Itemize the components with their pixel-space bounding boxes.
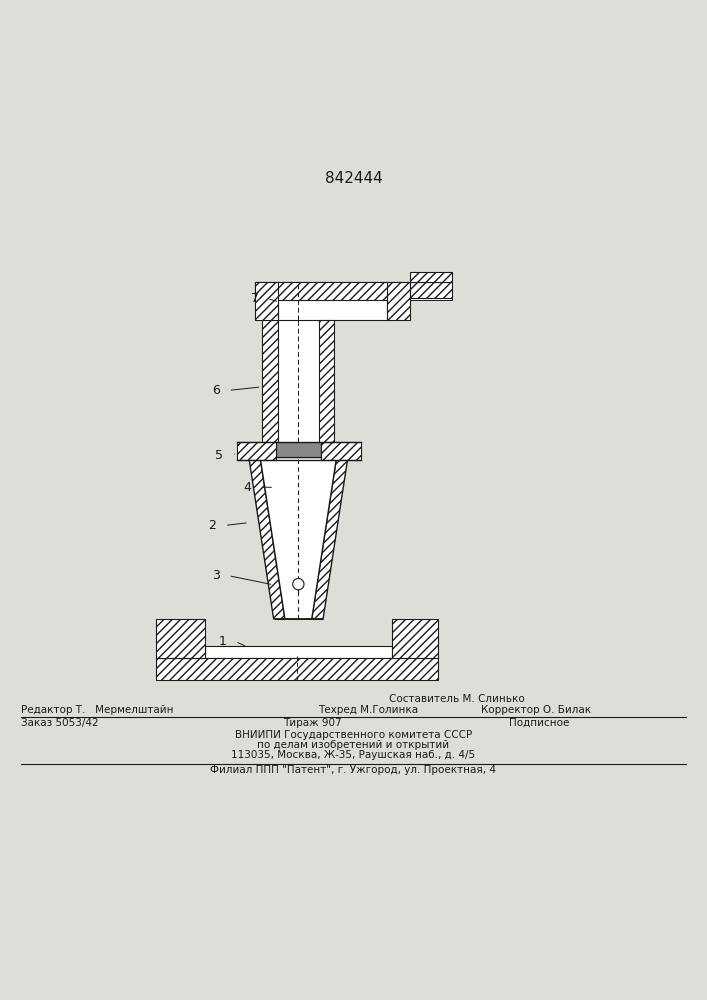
Bar [237, 442, 276, 460]
Bar [410, 298, 452, 300]
Bar [278, 282, 387, 320]
Bar [205, 646, 392, 658]
Bar [387, 282, 410, 320]
Bar [262, 320, 278, 442]
Bar [392, 619, 438, 658]
Bar [255, 282, 278, 320]
Text: 7: 7 [250, 292, 259, 305]
Text: 4: 4 [243, 481, 252, 494]
Text: Филиал ППП "Патент", г. Ужгород, ул. Проектная, 4: Филиал ППП "Патент", г. Ужгород, ул. Про… [211, 765, 496, 775]
Polygon shape [312, 458, 348, 619]
Text: Тираж 907: Тираж 907 [283, 718, 341, 728]
Bar [156, 619, 205, 658]
Text: Подписное: Подписное [509, 718, 569, 728]
Text: Редактор Т.   Мермелштайн: Редактор Т. Мермелштайн [21, 705, 174, 715]
Bar [410, 282, 452, 298]
Text: Техред М.Голинка: Техред М.Голинка [318, 705, 419, 715]
Bar [410, 272, 452, 282]
Bar [278, 320, 319, 442]
Text: 6: 6 [211, 384, 220, 397]
Text: Составитель М. Слинько: Составитель М. Слинько [389, 694, 525, 704]
Polygon shape [260, 458, 337, 619]
Bar [156, 658, 438, 680]
Polygon shape [249, 458, 285, 619]
Text: ВНИИПИ Государственного комитета СССР: ВНИИПИ Государственного комитета СССР [235, 730, 472, 740]
Bar [276, 442, 321, 460]
Text: 5: 5 [215, 449, 223, 462]
Text: Корректор О. Билак: Корректор О. Билак [481, 705, 591, 715]
Text: 1: 1 [218, 635, 227, 648]
Text: 842444: 842444 [325, 171, 382, 186]
Circle shape [293, 578, 304, 590]
Text: Заказ 5053/42: Заказ 5053/42 [21, 718, 99, 728]
Bar [255, 282, 410, 300]
Text: 3: 3 [211, 569, 220, 582]
Text: 2: 2 [208, 519, 216, 532]
Text: 113035, Москва, Ж-35, Раушская наб., д. 4/5: 113035, Москва, Ж-35, Раушская наб., д. … [231, 750, 476, 760]
Bar [321, 442, 361, 460]
Text: по делам изобретений и открытий: по делам изобретений и открытий [257, 740, 450, 750]
Bar [319, 320, 334, 442]
